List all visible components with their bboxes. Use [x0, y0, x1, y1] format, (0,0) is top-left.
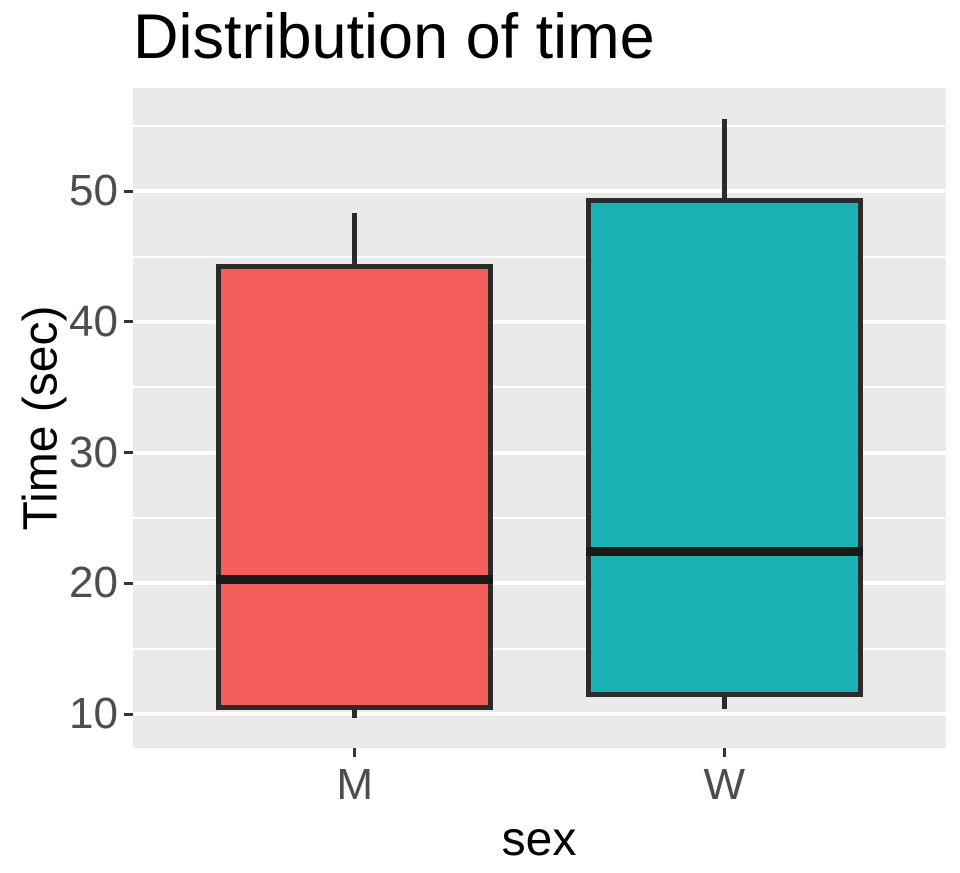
y-tick-label: 20 [69, 558, 118, 608]
y-tick-mark [124, 189, 133, 193]
gridline-major [133, 712, 946, 717]
plot-panel [133, 88, 946, 748]
x-axis-title: sex [501, 813, 577, 866]
y-tick-mark [124, 451, 133, 455]
y-tick-label: 50 [69, 166, 118, 216]
x-tick-label: M [336, 760, 374, 809]
gridline-major [133, 189, 946, 194]
box-M [216, 264, 494, 711]
median-line-M [216, 574, 494, 584]
gridline-minor [133, 124, 946, 127]
gridline-major [133, 450, 946, 455]
gridline-minor [133, 516, 946, 519]
box-W [585, 197, 863, 698]
chart-title: Distribution of time [133, 2, 655, 72]
y-tick-mark [124, 320, 133, 324]
gridline-major [133, 581, 946, 586]
gridline-major [133, 319, 946, 324]
gridline-minor [133, 647, 946, 650]
y-axis-title: Time (sec) [14, 305, 68, 531]
x-tick-label: W [703, 760, 746, 809]
x-tick-mark [722, 748, 726, 757]
x-tick-mark [353, 748, 357, 757]
y-tick-mark [124, 712, 133, 716]
gridline-minor [133, 255, 946, 258]
y-tick-label: 40 [69, 296, 118, 346]
gridline-minor [133, 386, 946, 389]
y-tick-mark [124, 581, 133, 585]
y-tick-label: 30 [69, 427, 118, 477]
y-tick-label: 10 [69, 689, 118, 739]
median-line-W [585, 547, 863, 557]
